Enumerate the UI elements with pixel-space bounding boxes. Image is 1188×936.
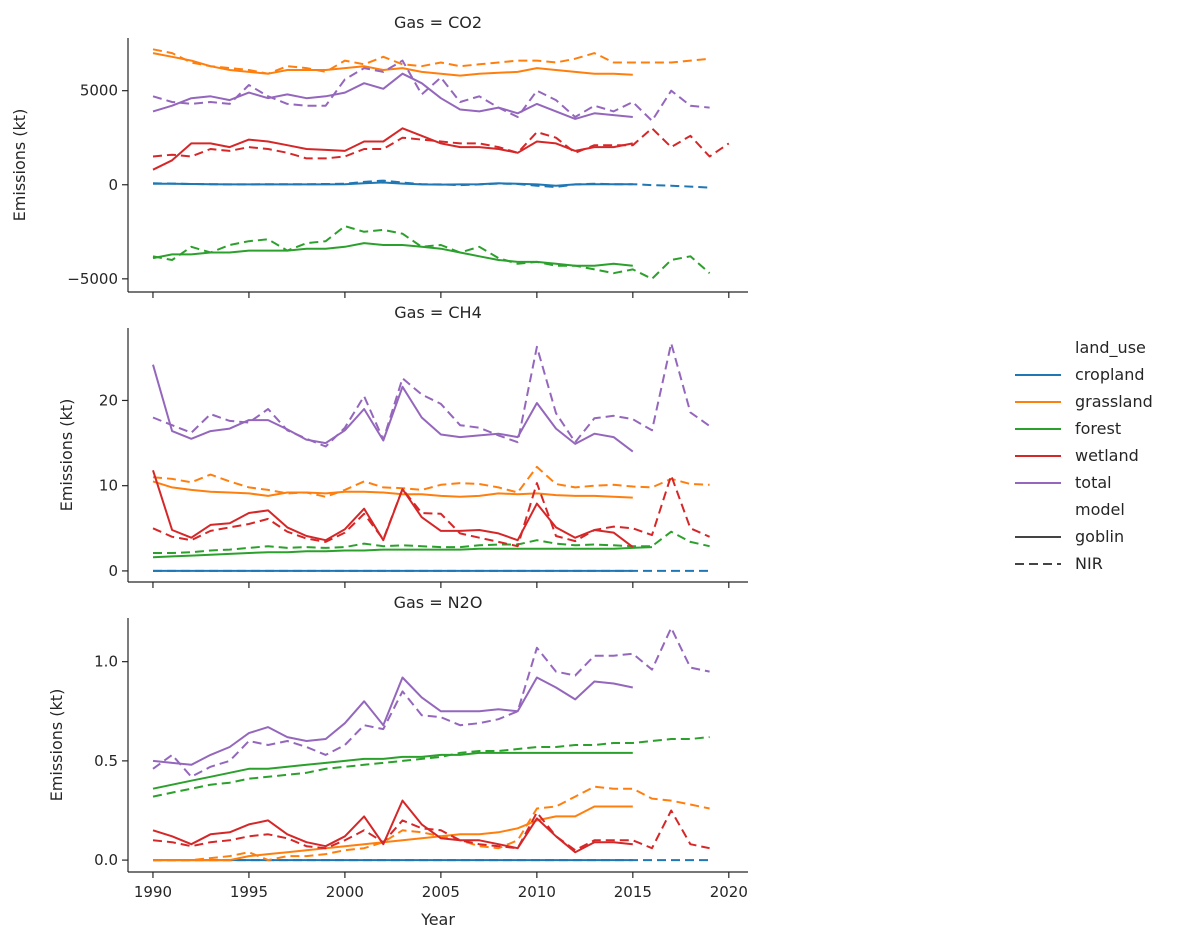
series-line-grassland-goblin (152, 480, 633, 499)
series-line-total-goblin (152, 72, 633, 120)
x-tick-label: 1995 (230, 883, 268, 901)
legend-title-land-use: land_use (1075, 338, 1146, 358)
series-line-forest-nir (152, 225, 711, 280)
x-tick-label: 2005 (422, 883, 460, 901)
y-tick-label: 0 (108, 176, 118, 194)
y-tick-label: 0 (108, 562, 118, 580)
panel-2: Gas = CH4 0 10 20 Emissions (kt) (57, 303, 748, 588)
series-line-grassland-nir (152, 465, 710, 498)
series-line-forest-goblin (152, 242, 633, 267)
series-line-total-goblin (152, 364, 634, 453)
panel-title: Gas = N2O (394, 593, 483, 612)
x-tick-label: 1990 (134, 883, 172, 901)
legend-item-nir: NIR (1075, 554, 1103, 573)
panel-title: Gas = CO2 (394, 13, 482, 32)
panel-title: Gas = CH4 (394, 303, 482, 322)
series-line-cropland-nir (152, 179, 710, 189)
y-tick-label: 20 (99, 391, 118, 409)
series-line-cropland-goblin (153, 181, 633, 187)
series-line-wetland-nir (152, 474, 711, 548)
x-axis-label: Year (420, 910, 455, 929)
y-axis-label: Emissions (kt) (10, 109, 29, 222)
series-line-wetland-goblin (152, 127, 633, 171)
y-tick-label: −5000 (67, 270, 118, 288)
series-line-total-nir (152, 342, 711, 448)
x-tick-label: 2020 (710, 883, 748, 901)
legend-item-forest: forest (1075, 419, 1121, 438)
legend-item-cropland: cropland (1075, 365, 1145, 384)
series-line-forest-goblin (152, 546, 653, 559)
legend-item-wetland: wetland (1075, 446, 1139, 465)
legend-item-total: total (1075, 473, 1112, 492)
y-axis-label: Emissions (kt) (47, 689, 66, 802)
x-tick-label: 2015 (614, 883, 652, 901)
series-line-total-goblin (152, 676, 634, 766)
y-axis-label: Emissions (kt) (57, 399, 76, 512)
y-tick-label: 5000 (80, 82, 118, 100)
panel-1: Gas = CO2 −5000 0 5000 Emissions (kt) (10, 13, 748, 298)
series-line-wetland-goblin (152, 469, 634, 548)
y-tick-label: 0.0 (94, 851, 118, 869)
series-line-forest-nir (152, 736, 710, 798)
y-tick-label: 0.5 (94, 752, 118, 770)
series-line-total-nir (152, 626, 710, 778)
series-line-grassland-goblin (152, 52, 633, 77)
x-tick-label: 2000 (326, 883, 364, 901)
series-line-wetland-nir (152, 809, 710, 852)
legend-item-grassland: grassland (1075, 392, 1153, 411)
series-line-wetland-nir (152, 127, 730, 160)
legend-item-goblin: goblin (1075, 527, 1124, 546)
x-tick-label: 2010 (518, 883, 556, 901)
series-line-grassland-goblin (153, 805, 633, 862)
series-line-grassland-nir (152, 48, 710, 75)
y-tick-label: 10 (99, 477, 118, 495)
legend-title-model: model (1075, 500, 1125, 519)
legend: land_use cropland grassland forest wetland to… (1015, 338, 1153, 573)
series-line-wetland-goblin (152, 799, 633, 854)
x-axis-tick-labels: 1990 1995 2000 2005 2010 2015 2020 (134, 883, 748, 901)
series-line-forest-nir (153, 530, 710, 554)
series-line-total-nir (152, 59, 710, 122)
panel-3: Gas = N2O 0.0 0.5 1.0 Emissions (kt) (47, 593, 748, 878)
y-tick-label: 1.0 (94, 653, 118, 671)
series-line-grassland-nir (153, 785, 710, 862)
series-line-forest-goblin (152, 751, 633, 790)
